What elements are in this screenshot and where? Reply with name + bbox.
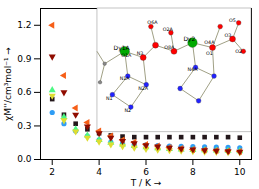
svg-text:6: 6 (143, 167, 149, 177)
svg-text:T / K →: T / K → (130, 178, 162, 188)
svg-text:8: 8 (190, 167, 196, 177)
svg-text:0.6: 0.6 (17, 87, 32, 97)
svg-text:0.9: 0.9 (17, 54, 32, 64)
svg-text:O2: O2 (235, 49, 242, 54)
svg-text:O8A: O8A (164, 45, 175, 50)
svg-text:2: 2 (49, 167, 55, 177)
svg-text:Dy1A: Dy1A (114, 44, 131, 52)
svg-text:O1A: O1A (121, 53, 132, 58)
svg-text:O3: O3 (224, 33, 231, 38)
svg-text:N4A: N4A (188, 67, 199, 72)
svg-text:10: 10 (234, 167, 246, 177)
svg-text:4: 4 (96, 167, 102, 177)
svg-text:O5: O5 (229, 18, 236, 23)
svg-text:0.0: 0.0 (17, 154, 32, 164)
svg-text:N2: N2 (124, 108, 131, 113)
svg-text:Dy2: Dy2 (183, 35, 195, 43)
svg-text:O2A: O2A (163, 27, 174, 32)
svg-text:χM''/cm³mol⁻¹ →: χM''/cm³mol⁻¹ → (3, 47, 13, 121)
svg-text:O4A: O4A (204, 40, 215, 45)
svg-text:0.3: 0.3 (17, 121, 31, 131)
svg-text:N2A: N2A (138, 86, 149, 91)
svg-text:O6A: O6A (147, 20, 158, 25)
svg-text:N1A: N1A (120, 76, 131, 81)
svg-text:1.2: 1.2 (17, 20, 31, 30)
svg-text:N3: N3 (137, 51, 144, 56)
svg-text:O1: O1 (206, 51, 213, 56)
svg-text:N1: N1 (106, 96, 113, 101)
